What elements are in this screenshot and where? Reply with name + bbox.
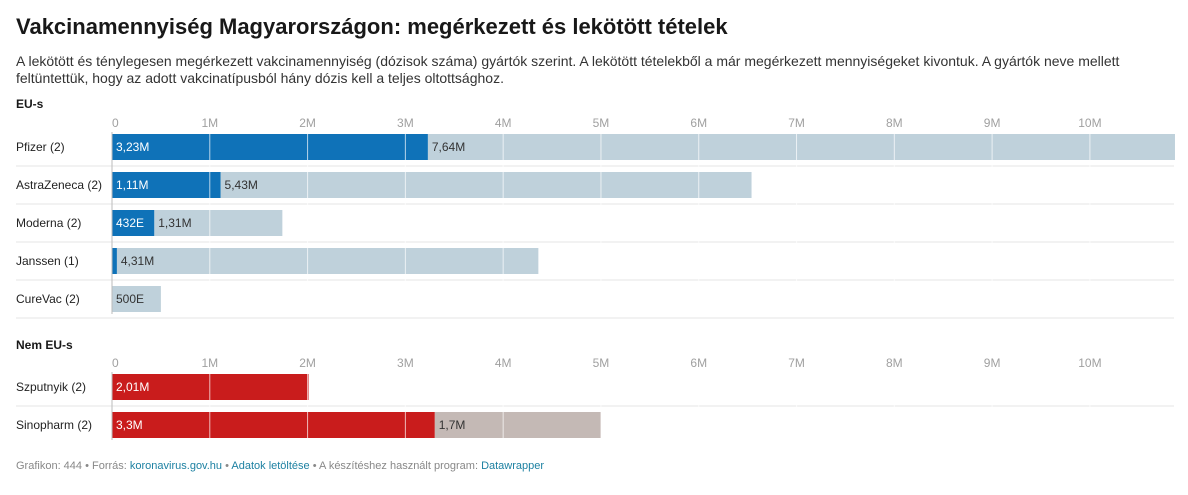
x-tick-label: 5M [593,356,610,370]
x-tick-label: 4M [495,116,512,130]
row-label: Sinopharm (2) [16,418,92,432]
x-tick-label: 1M [201,116,218,130]
bar-arrived [112,134,428,160]
row-label: Pfizer (2) [16,140,65,154]
x-tick-label: 10M [1078,356,1101,370]
x-tick-label: 0 [112,116,119,130]
x-tick-label: 3M [397,356,414,370]
x-tick-label: 7M [788,116,805,130]
datawrapper-link[interactable]: Datawrapper [481,460,545,472]
value-label-arrived: 2,01M [116,380,149,394]
x-tick-label: 1M [201,356,218,370]
bar-chart: 0 1M 2M 3M 4M 5M 6M 7M 8M 9M 10M Pfizer (2) 3,23M 7,6… [16,116,1175,440]
source-link[interactable]: koronavirus.gov.hu [129,460,223,472]
bar-committed [116,248,539,274]
x-tick-label: 6M [690,356,707,370]
bar-arrived [112,248,117,274]
group-label-eu: EU-s [16,97,44,111]
value-label-arrived: 3,3M [116,418,143,432]
footer-prefix: Grafikon: 444 • Forrás: [16,460,130,472]
row-label: Szputnyik (2) [16,380,86,394]
download-data-link[interactable]: Adatok letöltése [231,460,310,472]
footer-tool-text: • A készítéshez használt program: [309,460,482,472]
bar-committed [154,210,283,236]
row-label: Moderna (2) [16,216,81,230]
x-tick-label: 5M [593,116,610,130]
chart-title: Vakcinamennyiség Magyarországon: megérke… [16,14,728,39]
footer: Grafikon: 444 • Forrás: koronavirus.gov.… [16,460,544,472]
value-label-arrived: 432E [116,216,144,230]
bar-committed [220,172,752,198]
x-tick-label: 9M [984,116,1001,130]
group-label-non-eu: Nem EU-s [16,338,73,352]
value-label-committed: 7,64M [432,140,465,154]
x-tick-label: 0 [112,356,119,370]
x-tick-label: 10M [1078,116,1101,130]
x-tick-label: 2M [299,356,316,370]
row-label: CureVac (2) [16,292,80,306]
x-tick-label: 4M [495,356,512,370]
value-label-committed: 1,31M [158,216,191,230]
bar-committed [427,134,1175,160]
footer-sep: • [222,460,232,472]
row-label: Janssen (1) [16,254,79,268]
x-tick-label: 6M [690,116,707,130]
x-tick-label: 8M [886,116,903,130]
value-label-arrived: 1,11M [116,178,148,192]
bar-committed [112,286,161,312]
value-label-committed: 1,7M [439,418,466,432]
value-label-committed: 4,31M [121,254,154,268]
x-tick-label: 2M [299,116,316,130]
x-tick-label: 8M [886,356,903,370]
x-tick-label: 7M [788,356,805,370]
chart-subtitle: A lekötött és ténylegesen megérkezett va… [16,53,1120,86]
value-label-committed: 500E [116,292,144,306]
bar-committed [434,412,601,438]
value-label-arrived: 3,23M [116,140,149,154]
row-label: AstraZeneca (2) [16,178,102,192]
x-tick-label: 9M [984,356,1001,370]
bar-arrived [112,210,155,236]
x-tick-label: 3M [397,116,414,130]
bar-arrived [112,172,221,198]
value-label-committed: 5,43M [225,178,258,192]
bar-arrived [112,412,435,438]
